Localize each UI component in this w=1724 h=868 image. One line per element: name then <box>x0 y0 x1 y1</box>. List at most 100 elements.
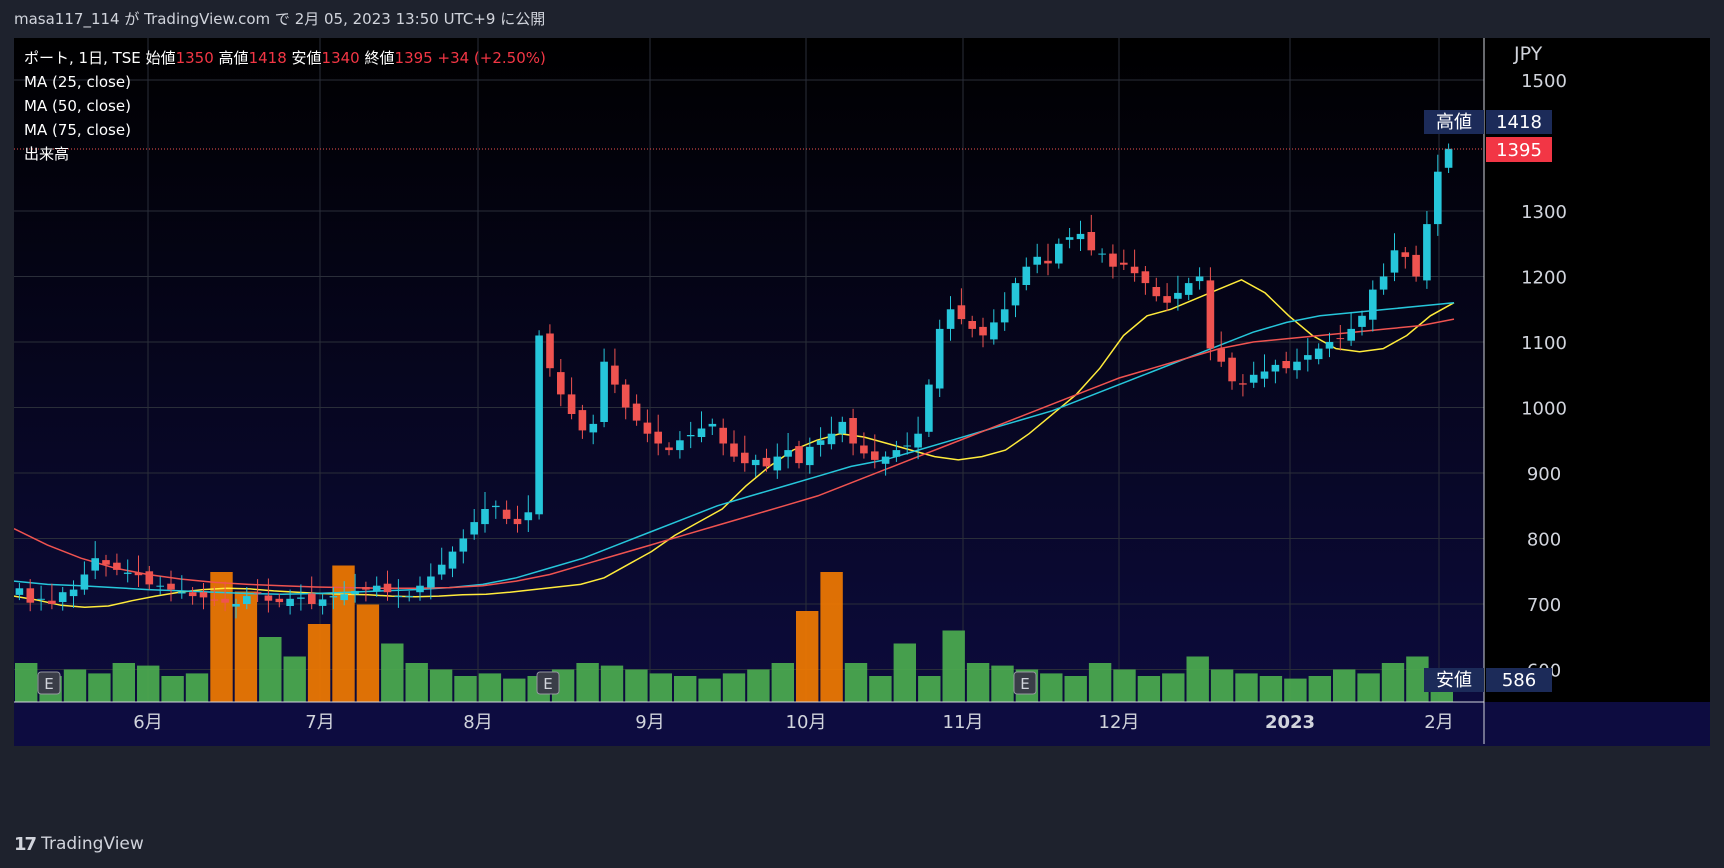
volume-bar <box>966 663 990 702</box>
price-tick-label: 1100 <box>1521 333 1567 354</box>
candle-body <box>806 446 814 466</box>
candle-body <box>91 558 99 571</box>
high-tag-value-bg <box>1486 110 1552 134</box>
low-tag-label-bg <box>1424 668 1484 692</box>
candle-body <box>1325 342 1334 349</box>
candle-body <box>37 598 45 600</box>
time-tick-label: 8月 <box>463 712 492 733</box>
volume-legend[interactable]: 出来高 <box>24 145 70 163</box>
candle-body <box>210 599 219 601</box>
candle-body <box>1314 348 1323 360</box>
volume-bar <box>88 673 111 702</box>
candle-body <box>1120 262 1128 265</box>
low-label: 安値 <box>291 49 322 67</box>
volume-bar <box>429 669 453 702</box>
candle-body <box>253 592 262 594</box>
volume-bar <box>161 676 184 702</box>
volume-bar <box>722 673 746 702</box>
candle-body <box>416 585 424 593</box>
footer-brand[interactable]: TradingView <box>41 834 144 854</box>
candle-body <box>448 551 457 569</box>
symbol-label[interactable]: ポート, 1日, TSE <box>24 49 141 67</box>
candle-body <box>762 457 771 467</box>
candle-body <box>968 321 976 329</box>
volume-bar <box>942 630 965 702</box>
candle-body <box>1282 361 1290 369</box>
candle-body <box>264 595 273 601</box>
footer: 17 TradingView <box>14 830 144 858</box>
price-candles <box>15 143 1453 619</box>
open-value: 1350 <box>175 49 214 67</box>
candle-body <box>102 560 110 565</box>
candle-body <box>946 309 955 329</box>
ma75-legend[interactable]: MA (75, close) <box>24 121 131 139</box>
volume-bar <box>1381 663 1405 702</box>
candle-body <box>286 598 294 606</box>
change-value: +34 (+2.50%) <box>437 49 546 67</box>
candle-body <box>632 403 641 421</box>
price-axis-labels: 15001300120011001000900800700600 <box>1521 71 1567 682</box>
volume-bar <box>283 656 306 702</box>
candle-body <box>730 443 738 457</box>
candle-body <box>914 433 922 448</box>
candle-body <box>275 598 284 603</box>
ma25-legend[interactable]: MA (25, close) <box>24 73 131 91</box>
high-label: 高値 <box>218 49 249 67</box>
candle-body <box>1347 328 1355 341</box>
candle-body <box>849 418 857 444</box>
time-tick-label: 12月 <box>1099 712 1140 733</box>
volume-bar <box>771 663 794 702</box>
volume-bar <box>137 665 160 702</box>
volume-bar <box>332 565 355 702</box>
candle-body <box>1076 233 1085 240</box>
candle-body <box>600 361 608 422</box>
low-price-tag: 安値 586 <box>1424 668 1552 692</box>
close-label: 終値 <box>364 49 395 67</box>
price-tick-label: 1500 <box>1521 71 1567 92</box>
candle-body <box>492 505 500 508</box>
candle-body <box>394 596 403 598</box>
earnings-marker[interactable]: E <box>1013 671 1037 695</box>
candle-body <box>383 583 392 593</box>
candle-body <box>676 440 684 451</box>
high-tag-value: 1418 <box>1496 112 1542 133</box>
candle-body <box>178 592 186 594</box>
candle-body <box>751 459 760 466</box>
candle-body <box>1249 374 1258 383</box>
volume-bars <box>15 565 1453 702</box>
chart-area[interactable]: 15001300120011001000900800700600 6月7月8月9… <box>14 38 1710 820</box>
candle-body <box>816 440 825 445</box>
candle-body <box>892 450 901 457</box>
candle-body <box>1434 171 1442 225</box>
time-tick-label: 11月 <box>943 712 984 733</box>
candle-body <box>578 410 587 431</box>
volume-bar <box>1186 656 1209 702</box>
tradingview-logo-icon[interactable]: 17 <box>14 833 37 855</box>
time-tick-label: 9月 <box>635 712 664 733</box>
volume-bar <box>796 611 819 702</box>
volume-bar <box>503 678 526 702</box>
volume-bar <box>1064 676 1087 702</box>
candle-body <box>1401 252 1410 257</box>
volume-bar <box>600 665 624 702</box>
candle-body <box>784 450 792 457</box>
ma50-legend[interactable]: MA (50, close) <box>24 97 131 115</box>
candle-body <box>199 592 208 598</box>
volume-bar <box>674 676 697 702</box>
earnings-marker[interactable]: E <box>37 671 61 695</box>
candle-body <box>437 564 446 575</box>
time-axis-labels: 6月 7月 8月 9月 10月 11月 12月 2023 2月 <box>133 712 1453 733</box>
candle-body <box>611 365 619 385</box>
candle-body <box>1109 253 1117 267</box>
price-tick-label: 900 <box>1527 464 1561 485</box>
candle-body <box>903 445 911 447</box>
earnings-marker[interactable]: E <box>536 671 560 695</box>
candle-body <box>860 445 868 454</box>
candle-body <box>1444 148 1453 168</box>
candle-body <box>697 428 706 437</box>
volume-bar <box>1284 678 1307 702</box>
candle-body <box>1304 355 1312 360</box>
candle-body <box>1271 364 1280 372</box>
candle-body <box>524 512 533 521</box>
candlestick-chart[interactable]: 15001300120011001000900800700600 6月7月8月9… <box>14 38 1710 820</box>
